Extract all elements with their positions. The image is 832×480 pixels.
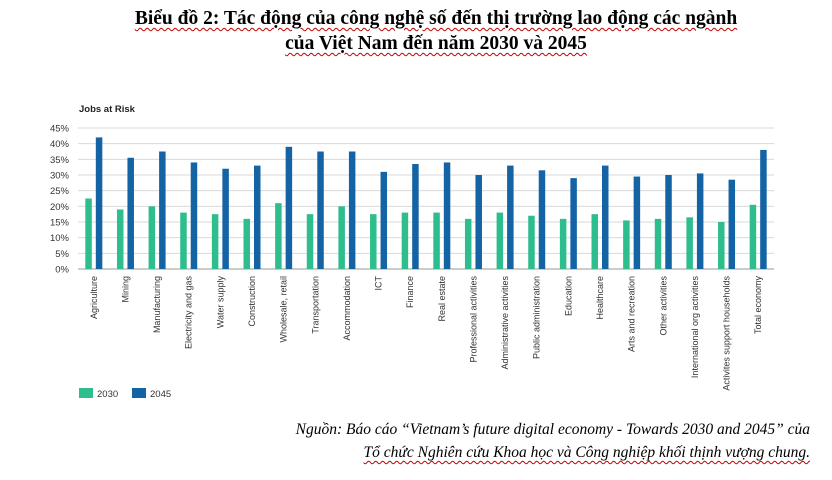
bar-2045 (633, 176, 641, 269)
bar-2045 (159, 151, 166, 269)
y-tick-label: 10% (50, 233, 70, 244)
x-tick-label: Arts and recreation (627, 276, 637, 352)
bar-2045 (538, 170, 546, 269)
bar-2045 (760, 149, 767, 269)
x-tick-label: Public administration (532, 276, 542, 359)
x-tick-label: Water supply (215, 276, 225, 329)
y-axis-tick-labels: 0% 5% 10% 15% 20% 25% 30% 35% 40% 45% (50, 124, 70, 276)
x-tick-label: Other activities (658, 276, 668, 336)
bar-2030 (686, 217, 693, 269)
x-tick-label: International org activities (690, 276, 700, 379)
figure-title: Biểu đồ 2: Tác động của công nghệ số đến… (40, 6, 832, 56)
x-tick-label: Transportation (310, 276, 320, 334)
x-tick-label: Administrative activities (500, 276, 510, 370)
bar-2045 (475, 175, 482, 269)
bar-2030 (85, 198, 92, 269)
bar-2030 (180, 212, 187, 269)
bar-2045 (317, 151, 324, 269)
y-tick-label: 25% (50, 186, 70, 197)
y-tick-label: 15% (50, 218, 70, 229)
bar-2045 (190, 162, 198, 269)
bar-2030 (306, 214, 314, 269)
legend-swatch (79, 388, 93, 398)
x-tick-label: Healthcare (595, 276, 605, 320)
source-line-1: Nguồn: Báo cáo “Vietnam’s future digital… (295, 421, 810, 438)
bar-2030 (528, 215, 535, 269)
x-tick-label: Manufacturing (152, 276, 162, 333)
bar-2030 (275, 203, 282, 269)
bar-2045 (348, 151, 356, 269)
bar-2030 (338, 206, 345, 269)
bar-2030 (464, 218, 472, 269)
x-tick-label: Electricity and gas (184, 276, 194, 350)
bar-2030 (211, 214, 219, 269)
bar-2045 (380, 171, 388, 269)
bar-2030 (749, 204, 757, 269)
bar-2045 (95, 137, 103, 269)
x-tick-label: Mining (120, 276, 130, 303)
x-tick-label: Professional activities (468, 276, 478, 363)
y-tick-label: 5% (55, 249, 69, 260)
bar-2030 (718, 222, 725, 269)
bar-2045 (507, 165, 514, 269)
title-line-2: của Việt Nam đến năm 2030 và 2045 (285, 33, 587, 54)
bar-2045 (254, 165, 261, 269)
x-tick-label: Finance (405, 276, 415, 308)
y-tick-label: 35% (50, 155, 70, 166)
legend-swatch (132, 388, 146, 398)
y-tick-label: 45% (50, 124, 70, 135)
x-tick-label: Real estate (437, 276, 447, 322)
bar-2045 (285, 146, 293, 269)
y-tick-label: 30% (50, 171, 70, 182)
chart-title: Jobs at Risk (79, 104, 136, 115)
y-tick-label: 0% (55, 265, 69, 276)
bar-2045 (696, 173, 704, 269)
bar-2030 (433, 212, 440, 269)
bar-2030 (243, 218, 250, 269)
bars (85, 137, 767, 269)
bar-2045 (222, 168, 229, 269)
bar-2045 (728, 179, 736, 269)
bar-2030 (401, 212, 409, 269)
bar-2045 (443, 162, 451, 269)
bar-2045 (602, 165, 609, 269)
x-tick-label: Education (563, 276, 573, 316)
bar-2045 (127, 157, 134, 269)
legend-label: 2045 (150, 389, 171, 400)
bar-2030 (623, 220, 630, 269)
x-tick-label: Construction (247, 276, 257, 327)
x-tick-label: ICT (374, 276, 384, 291)
legend-label: 2030 (97, 389, 118, 400)
x-tick-label: Agriculture (89, 276, 99, 319)
source-note: Nguồn: Báo cáo “Vietnam’s future digital… (40, 418, 810, 464)
x-tick-label: Wholesale, retail (279, 276, 289, 343)
bar-2045 (412, 164, 419, 269)
bar-2030 (370, 214, 377, 269)
bar-2045 (665, 175, 672, 269)
title-line-1: Biểu đồ 2: Tác động của công nghệ số đến… (134, 8, 738, 29)
x-axis-tick-labels: Agriculture Mining Manufacturing Electricit… (89, 276, 763, 391)
x-tick-label: Accommodation (342, 276, 352, 341)
bar-2030 (654, 218, 662, 269)
source-line-2: Tổ chức Nghiên cứu Khoa học và Công nghi… (363, 444, 810, 461)
bar-2030 (559, 218, 567, 269)
bar-2030 (148, 206, 156, 269)
bar-2030 (591, 214, 598, 269)
bar-2030 (116, 209, 124, 269)
legend: 2030 2045 (79, 388, 171, 400)
y-tick-label: 40% (50, 139, 70, 150)
x-tick-label: Total economy (753, 276, 763, 335)
y-tick-label: 20% (50, 202, 70, 213)
x-tick-label: Activites support households (722, 276, 732, 391)
bar-2045 (570, 178, 577, 269)
bar-2030 (496, 212, 504, 269)
